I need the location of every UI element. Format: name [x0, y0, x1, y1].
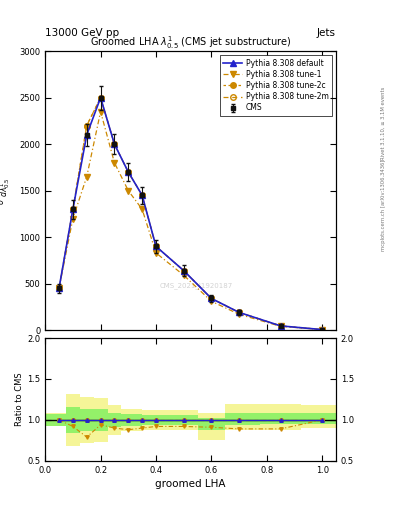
Pythia 8.308 default: [154, 243, 158, 249]
Pythia 8.308 tune-2m: [140, 192, 145, 198]
Pythia 8.308 default: [70, 206, 75, 212]
Pythia 8.308 tune-1: [278, 323, 283, 329]
Pythia 8.308 default: [209, 295, 214, 302]
Pythia 8.308 tune-2c: [112, 141, 117, 147]
Pythia 8.308 tune-2m: [98, 95, 103, 101]
Pythia 8.308 tune-1: [237, 311, 241, 317]
Pythia 8.308 tune-2c: [126, 169, 130, 175]
Pythia 8.308 default: [320, 327, 325, 333]
Y-axis label: Ratio to CMS: Ratio to CMS: [15, 373, 24, 426]
Text: CMS_2021_I1920187: CMS_2021_I1920187: [160, 282, 233, 289]
Pythia 8.308 tune-2c: [209, 295, 214, 302]
Pythia 8.308 default: [126, 169, 130, 175]
Pythia 8.308 default: [237, 309, 241, 315]
Pythia 8.308 tune-2m: [181, 267, 186, 273]
Pythia 8.308 default: [57, 285, 61, 291]
Pythia 8.308 tune-1: [154, 250, 158, 256]
Pythia 8.308 tune-2c: [320, 327, 325, 333]
Pythia 8.308 tune-2m: [70, 206, 75, 212]
Pythia 8.308 tune-2m: [278, 323, 283, 329]
Pythia 8.308 tune-1: [112, 160, 117, 166]
Line: Pythia 8.308 default: Pythia 8.308 default: [56, 95, 325, 332]
Pythia 8.308 tune-2c: [278, 323, 283, 329]
Legend: Pythia 8.308 default, Pythia 8.308 tune-1, Pythia 8.308 tune-2c, Pythia 8.308 tu: Pythia 8.308 default, Pythia 8.308 tune-…: [220, 55, 332, 116]
Pythia 8.308 tune-2c: [70, 206, 75, 212]
Pythia 8.308 tune-2c: [181, 267, 186, 273]
Pythia 8.308 tune-2c: [154, 243, 158, 249]
Pythia 8.308 tune-2m: [112, 141, 117, 147]
Pythia 8.308 default: [112, 141, 117, 147]
Pythia 8.308 tune-2m: [84, 122, 89, 129]
Text: $\frac{1}{\sigma}\,\frac{dN}{d\lambda^{1}_{0.5}}$: $\frac{1}{\sigma}\,\frac{dN}{d\lambda^{1…: [0, 176, 13, 205]
Text: Jets: Jets: [317, 28, 336, 38]
Pythia 8.308 tune-2m: [209, 295, 214, 302]
Line: Pythia 8.308 tune-2m: Pythia 8.308 tune-2m: [56, 95, 325, 332]
Pythia 8.308 default: [84, 132, 89, 138]
Pythia 8.308 tune-1: [140, 206, 145, 212]
Pythia 8.308 tune-2c: [140, 192, 145, 198]
Text: mcplots.cern.ch [arXiv:1306.3436]: mcplots.cern.ch [arXiv:1306.3436]: [381, 159, 386, 250]
Pythia 8.308 tune-2m: [320, 327, 325, 333]
Line: Pythia 8.308 tune-1: Pythia 8.308 tune-1: [56, 109, 325, 332]
Line: Pythia 8.308 tune-2c: Pythia 8.308 tune-2c: [56, 95, 325, 332]
Pythia 8.308 default: [98, 95, 103, 101]
Pythia 8.308 tune-1: [57, 285, 61, 291]
Pythia 8.308 tune-1: [320, 327, 325, 333]
Pythia 8.308 tune-2c: [57, 285, 61, 291]
Pythia 8.308 tune-2c: [84, 122, 89, 129]
Pythia 8.308 tune-1: [126, 187, 130, 194]
Pythia 8.308 tune-1: [84, 174, 89, 180]
Pythia 8.308 tune-1: [98, 109, 103, 115]
Pythia 8.308 tune-1: [181, 272, 186, 279]
Pythia 8.308 default: [140, 192, 145, 198]
Pythia 8.308 tune-1: [70, 216, 75, 222]
Pythia 8.308 tune-1: [209, 298, 214, 304]
Pythia 8.308 default: [278, 323, 283, 329]
Text: 13000 GeV pp: 13000 GeV pp: [45, 28, 119, 38]
Pythia 8.308 tune-2m: [126, 169, 130, 175]
Pythia 8.308 default: [181, 267, 186, 273]
X-axis label: groomed LHA: groomed LHA: [155, 479, 226, 489]
Pythia 8.308 tune-2c: [237, 309, 241, 315]
Pythia 8.308 tune-2m: [237, 309, 241, 315]
Title: Groomed LHA $\lambda^{1}_{0.5}$ (CMS jet substructure): Groomed LHA $\lambda^{1}_{0.5}$ (CMS jet…: [90, 34, 291, 51]
Pythia 8.308 tune-2m: [154, 243, 158, 249]
Text: Rivet 3.1.10, ≥ 3.1M events: Rivet 3.1.10, ≥ 3.1M events: [381, 86, 386, 160]
Pythia 8.308 tune-2c: [98, 95, 103, 101]
Pythia 8.308 tune-2m: [57, 285, 61, 291]
